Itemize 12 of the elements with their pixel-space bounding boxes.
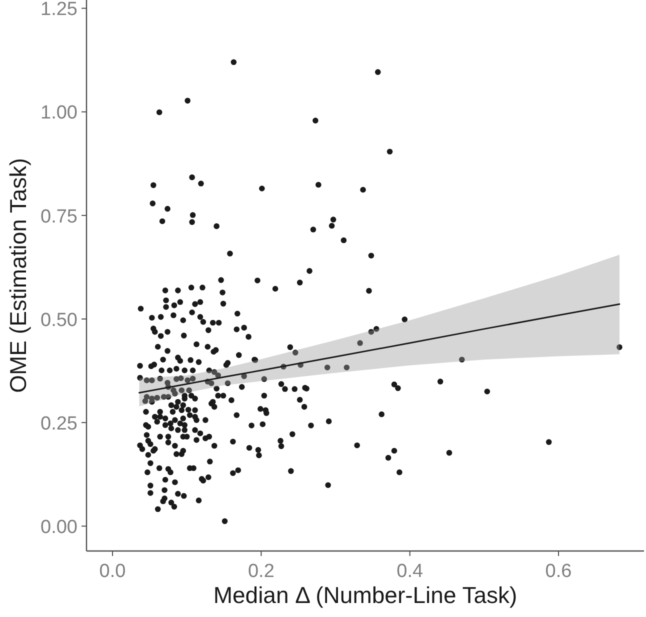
y-tick-label: 0.25 xyxy=(40,413,78,434)
y-tick-label: 0.50 xyxy=(40,310,78,331)
x-tick-label: 0.6 xyxy=(545,561,572,582)
x-axis-title: Median Δ (Number-Line Task) xyxy=(213,582,518,608)
x-tick-label: 0.0 xyxy=(99,561,126,582)
y-tick-label: 0.00 xyxy=(40,516,78,538)
y-tick-label: 1.00 xyxy=(40,102,78,124)
x-tick-label: 0.2 xyxy=(248,561,274,582)
y-tick-label: 0.75 xyxy=(40,206,78,228)
y-axis-title: OME (Estimation Task) xyxy=(5,158,31,393)
x-tick-label: 0.4 xyxy=(396,561,424,582)
y-tick-label: 1.25 xyxy=(40,0,78,20)
